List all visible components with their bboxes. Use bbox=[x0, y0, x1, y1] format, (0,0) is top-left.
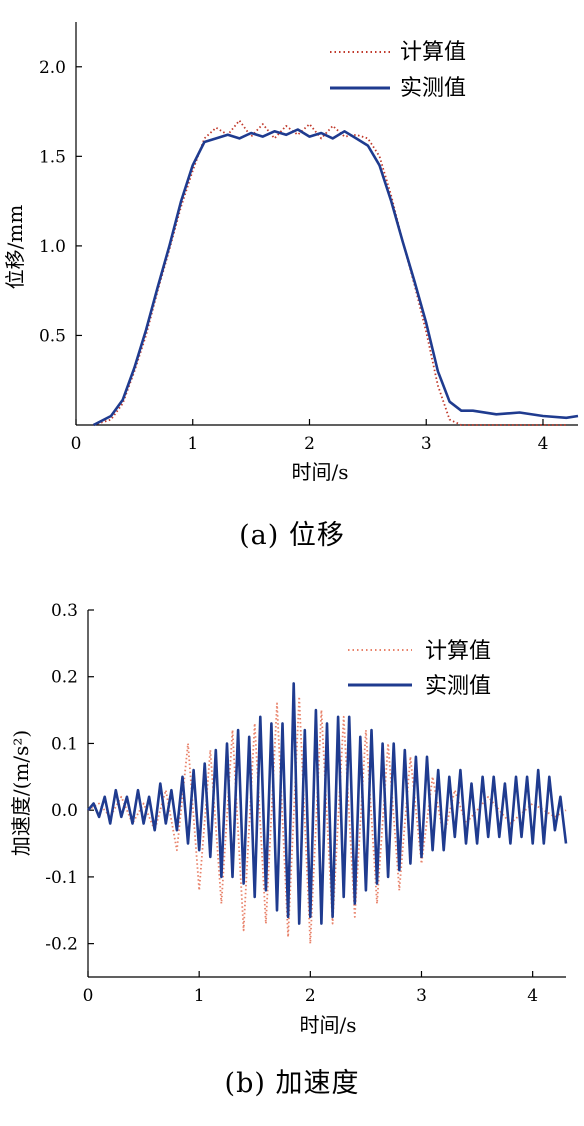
acceleration-chart: 0 1 2 3 4 -0.2 -0.1 0.0 0.1 0.2 0.3 计算值 实测值 时间/s 加… bbox=[9, 601, 568, 1099]
acceleration-x-tick-label: 0 bbox=[83, 986, 94, 1006]
displacement-ticks: 0 1 2 3 4 0.5 1.0 1.5 2.0 bbox=[39, 58, 548, 454]
displacement-x-tick-label: 3 bbox=[421, 434, 432, 454]
displacement-measured-line bbox=[92, 128, 579, 427]
acceleration-series bbox=[87, 682, 568, 945]
legend-measured-label: 实测值 bbox=[400, 76, 466, 101]
displacement-x-tick-label: 1 bbox=[187, 434, 198, 454]
acceleration-y-tick-label: 0.3 bbox=[51, 601, 78, 621]
displacement-axes bbox=[75, 22, 578, 426]
acceleration-y-tick-label: 0.2 bbox=[51, 668, 78, 688]
displacement-chart: 0 1 2 3 4 0.5 1.0 1.5 2.0 计算值 实测值 时间/s 位移/mm (a)… bbox=[3, 22, 579, 551]
acceleration-x-title: 时间/s bbox=[299, 1013, 356, 1037]
acceleration-legend: 计算值 实测值 bbox=[348, 639, 491, 699]
displacement-calculated-line bbox=[93, 119, 567, 426]
acceleration-y-tick-label: -0.1 bbox=[45, 868, 78, 888]
legend-measured-label-b: 实测值 bbox=[425, 674, 491, 699]
displacement-caption: (a) 位移 bbox=[239, 520, 345, 551]
displacement-legend: 计算值 实测值 bbox=[330, 40, 466, 101]
acceleration-y-title: 加速度/(m/s²) bbox=[9, 730, 33, 856]
displacement-x-tick-label: 4 bbox=[538, 434, 549, 454]
displacement-x-tick-label: 2 bbox=[304, 434, 315, 454]
acceleration-ticks: 0 1 2 3 4 -0.2 -0.1 0.0 0.1 0.2 0.3 bbox=[45, 601, 538, 1006]
displacement-x-title: 时间/s bbox=[291, 460, 348, 484]
acceleration-measured-line bbox=[87, 682, 568, 925]
displacement-y-tick-label: 1.5 bbox=[39, 147, 66, 167]
displacement-x-tick-label: 0 bbox=[71, 434, 82, 454]
legend-calculated-label: 计算值 bbox=[400, 40, 466, 65]
acceleration-caption: (b) 加速度 bbox=[225, 1068, 360, 1099]
acceleration-y-tick-label: 0.1 bbox=[51, 734, 78, 754]
acceleration-x-tick-label: 2 bbox=[305, 986, 316, 1006]
legend-calculated-label-b: 计算值 bbox=[425, 639, 491, 664]
acceleration-x-tick-label: 1 bbox=[194, 986, 205, 1006]
displacement-y-tick-label: 2.0 bbox=[39, 58, 66, 78]
acceleration-x-tick-label: 4 bbox=[527, 986, 538, 1006]
displacement-y-tick-label: 1.0 bbox=[39, 237, 66, 257]
displacement-y-tick-label: 0.5 bbox=[39, 326, 66, 346]
acceleration-y-tick-label: -0.2 bbox=[45, 935, 78, 955]
acceleration-x-tick-label: 3 bbox=[416, 986, 427, 1006]
acceleration-axes bbox=[87, 610, 566, 978]
displacement-y-title: 位移/mm bbox=[3, 205, 27, 290]
acceleration-y-tick-label: 0.0 bbox=[51, 801, 78, 821]
displacement-series bbox=[92, 119, 579, 427]
